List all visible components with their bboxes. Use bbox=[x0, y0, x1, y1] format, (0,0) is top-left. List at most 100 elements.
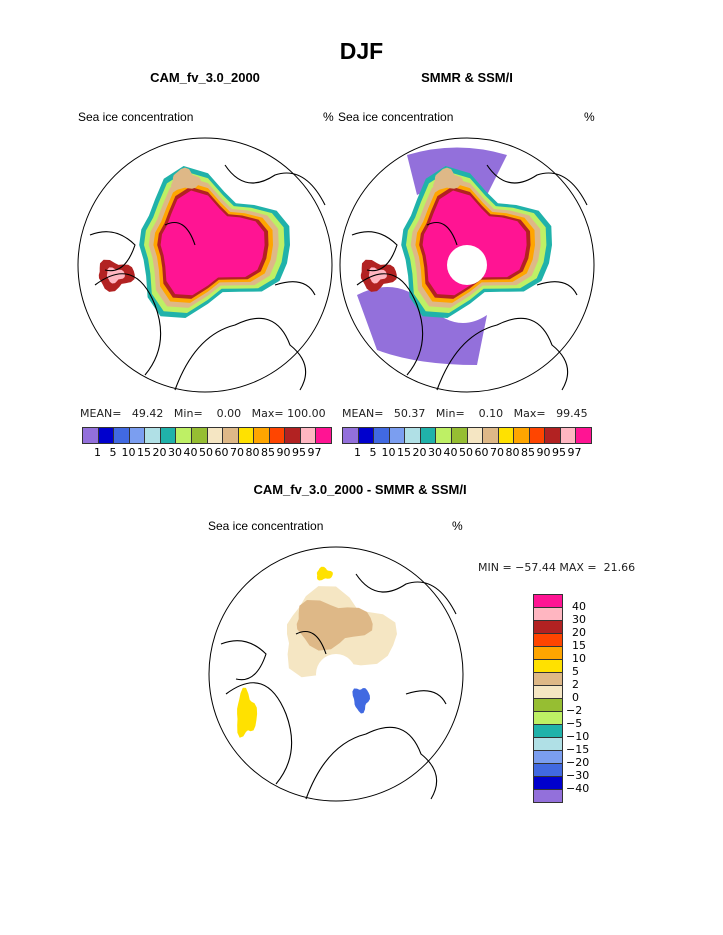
colorbar-label: 5 bbox=[109, 446, 117, 459]
colorbar-box bbox=[207, 428, 224, 443]
coastline bbox=[220, 573, 457, 800]
diff-contour bbox=[237, 687, 258, 738]
colorbar-label: 95 bbox=[292, 446, 306, 459]
colorbar-box bbox=[576, 428, 591, 443]
colorbar-box bbox=[498, 428, 515, 443]
pole-hole bbox=[447, 245, 487, 285]
colorbar-label: 20 bbox=[152, 446, 167, 459]
diff-units: % bbox=[452, 519, 463, 533]
colorbar-box bbox=[254, 428, 270, 443]
colorbar-label: 70 bbox=[490, 446, 504, 459]
colorbar-box bbox=[238, 428, 255, 443]
colorbar-label: 15 bbox=[397, 446, 411, 459]
panel1-units: % bbox=[323, 110, 334, 124]
map-boundary bbox=[77, 137, 333, 393]
colorbar-box bbox=[534, 764, 562, 777]
colorbar-label: −15 bbox=[566, 743, 590, 756]
map-boundary bbox=[339, 137, 595, 393]
colorbar-label: 15 bbox=[137, 446, 151, 459]
colorbar-box bbox=[83, 428, 99, 443]
colorbar-box bbox=[160, 428, 177, 443]
colorbar-box bbox=[534, 686, 562, 699]
colorbar-box bbox=[405, 428, 421, 443]
colorbar-box bbox=[358, 428, 375, 443]
max-label: Max= bbox=[513, 407, 546, 420]
diff-contour bbox=[296, 600, 373, 651]
colorbar-label: 85 bbox=[261, 446, 275, 459]
colorbar-box bbox=[467, 428, 484, 443]
colorbar-label: −30 bbox=[566, 769, 590, 782]
coastline bbox=[89, 164, 326, 391]
colorbar-label: 90 bbox=[536, 446, 551, 459]
colorbar-box bbox=[534, 712, 562, 725]
colorbar-box bbox=[98, 428, 115, 443]
colorbar-label: 15 bbox=[572, 639, 586, 652]
colorbar-box bbox=[534, 621, 562, 634]
colorbar-box bbox=[300, 428, 317, 443]
colorbar-label: 30 bbox=[168, 446, 182, 459]
colorbar-label: 40 bbox=[572, 600, 586, 613]
colorbar-label: −40 bbox=[566, 782, 590, 795]
ice-contour bbox=[368, 267, 387, 284]
colorbar-box bbox=[534, 647, 562, 660]
panel1-stats: MEAN= 49.42 Min= 0.00 Max= 100.00 bbox=[80, 407, 326, 420]
colorbar-box bbox=[223, 428, 239, 443]
colorbar-box bbox=[269, 428, 286, 443]
colorbar-label: 50 bbox=[199, 446, 213, 459]
diff-left-string: Sea ice concentration bbox=[208, 519, 324, 533]
max-value: 99.45 bbox=[556, 407, 588, 420]
panel1-polar-map bbox=[77, 137, 333, 393]
colorbar-label: 80 bbox=[245, 446, 260, 459]
colorbar-label: 95 bbox=[552, 446, 566, 459]
colorbar-box bbox=[389, 428, 406, 443]
colorbar-box bbox=[545, 428, 561, 443]
colorbar-label: 50 bbox=[459, 446, 473, 459]
mean-value: 50.37 bbox=[393, 407, 426, 420]
colorbar-box bbox=[534, 673, 562, 686]
diff-colorbar bbox=[533, 594, 563, 803]
colorbar-box bbox=[534, 725, 562, 738]
colorbar-box bbox=[420, 428, 437, 443]
map-boundary bbox=[208, 546, 464, 802]
diff-contour bbox=[352, 688, 370, 714]
colorbar-box bbox=[285, 428, 301, 443]
colorbar-label: 60 bbox=[214, 446, 229, 459]
max-value: 100.00 bbox=[287, 407, 326, 420]
colorbar-box bbox=[343, 428, 359, 443]
diff-minmax: MIN = −57.44 MAX = 21.66 bbox=[478, 561, 636, 574]
colorbar-label: 10 bbox=[121, 446, 136, 459]
colorbar-box bbox=[534, 738, 562, 751]
colorbar-label: 5 bbox=[572, 665, 579, 678]
panel2-stats: MEAN= 50.37 Min= 0.10 Max= 99.45 bbox=[342, 407, 588, 420]
colorbar-box bbox=[534, 699, 562, 712]
colorbar-box bbox=[534, 608, 562, 621]
ice-contour bbox=[160, 190, 265, 296]
colorbar-box bbox=[483, 428, 499, 443]
panel1-colorbar-labels: 1 5 10 15 20 30 40 50 60 70 80 85 90 95 97 bbox=[82, 446, 332, 460]
colorbar-box bbox=[534, 634, 562, 647]
colorbar-label: 85 bbox=[521, 446, 535, 459]
ice-contour bbox=[432, 167, 463, 190]
colorbar-box bbox=[374, 428, 390, 443]
coastline bbox=[351, 164, 588, 391]
min-label: Min= bbox=[173, 407, 203, 420]
colorbar-label: −2 bbox=[566, 704, 583, 717]
panel1-colorbar bbox=[82, 427, 332, 444]
colorbar-label: 5 bbox=[369, 446, 377, 459]
panel2-polar-map bbox=[339, 137, 595, 393]
colorbar-box bbox=[129, 428, 146, 443]
colorbar-box bbox=[436, 428, 452, 443]
diff-contour bbox=[316, 566, 333, 581]
colorbar-label: 20 bbox=[412, 446, 427, 459]
min-value: 0.00 bbox=[216, 407, 242, 420]
colorbar-box bbox=[176, 428, 192, 443]
colorbar-label: 90 bbox=[276, 446, 291, 459]
panel2-colorbar-labels: 1 5 10 15 20 30 40 50 60 70 80 85 90 95 97 bbox=[342, 446, 592, 460]
colorbar-label: 1 bbox=[354, 446, 361, 459]
colorbar-label: 20 bbox=[572, 626, 586, 639]
colorbar-box bbox=[560, 428, 577, 443]
ice-contour bbox=[106, 267, 125, 284]
colorbar-box bbox=[529, 428, 546, 443]
colorbar-box bbox=[534, 660, 562, 673]
colorbar-box bbox=[534, 790, 562, 802]
